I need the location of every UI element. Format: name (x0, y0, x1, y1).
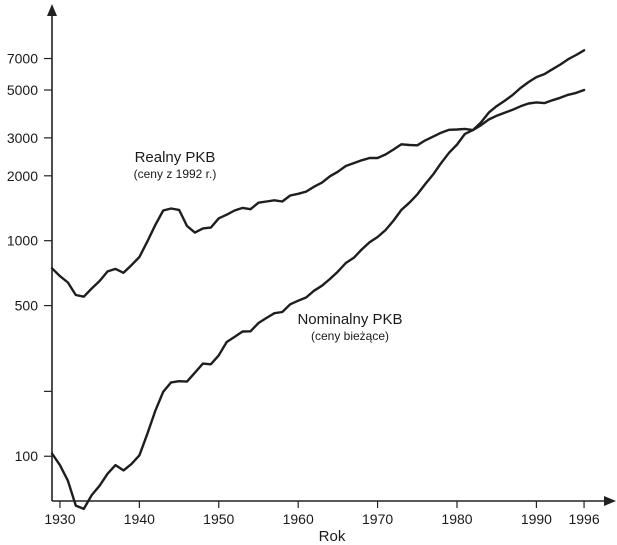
y-ticks: 100 500 1000 2000 3000 5000 7000 (7, 51, 52, 464)
series-label-real-gdp: Realny PKB (135, 149, 216, 166)
x-tick-label: 1996 (568, 511, 599, 527)
x-axis-arrow-icon (604, 496, 616, 506)
series-sublabel-nominal-gdp: (ceny bieżące) (311, 329, 389, 343)
x-ticks: 1930 1940 1950 1960 1970 1980 1990 1996 (44, 501, 600, 527)
y-tick-label: 7000 (7, 51, 38, 67)
y-tick-label: 500 (15, 298, 39, 314)
x-axis-title: Rok (319, 528, 346, 545)
y-tick-label: 5000 (7, 82, 38, 98)
series-line-nominal-gdp (50, 49, 586, 511)
x-tick-label: 1970 (362, 511, 393, 527)
x-tick-label: 1950 (203, 511, 234, 527)
series-lines (50, 49, 586, 511)
x-tick-label: 1980 (441, 511, 472, 527)
x-tick-label: 1990 (521, 511, 552, 527)
y-tick-label: 2000 (7, 168, 38, 184)
x-tick-label: 1960 (283, 511, 314, 527)
series-line-real-gdp (50, 88, 586, 298)
y-tick-label: 3000 (7, 130, 38, 146)
series-label-nominal-gdp: Nominalny PKB (297, 311, 402, 328)
y-tick-label: 100 (15, 448, 39, 464)
axes (47, 4, 616, 506)
x-tick-label: 1940 (124, 511, 155, 527)
series-sublabel-real-gdp: (ceny z 1992 r.) (134, 167, 217, 181)
y-tick-label: 1000 (7, 233, 38, 249)
y-axis-arrow-icon (47, 4, 57, 16)
x-tick-label: 1930 (44, 511, 75, 527)
